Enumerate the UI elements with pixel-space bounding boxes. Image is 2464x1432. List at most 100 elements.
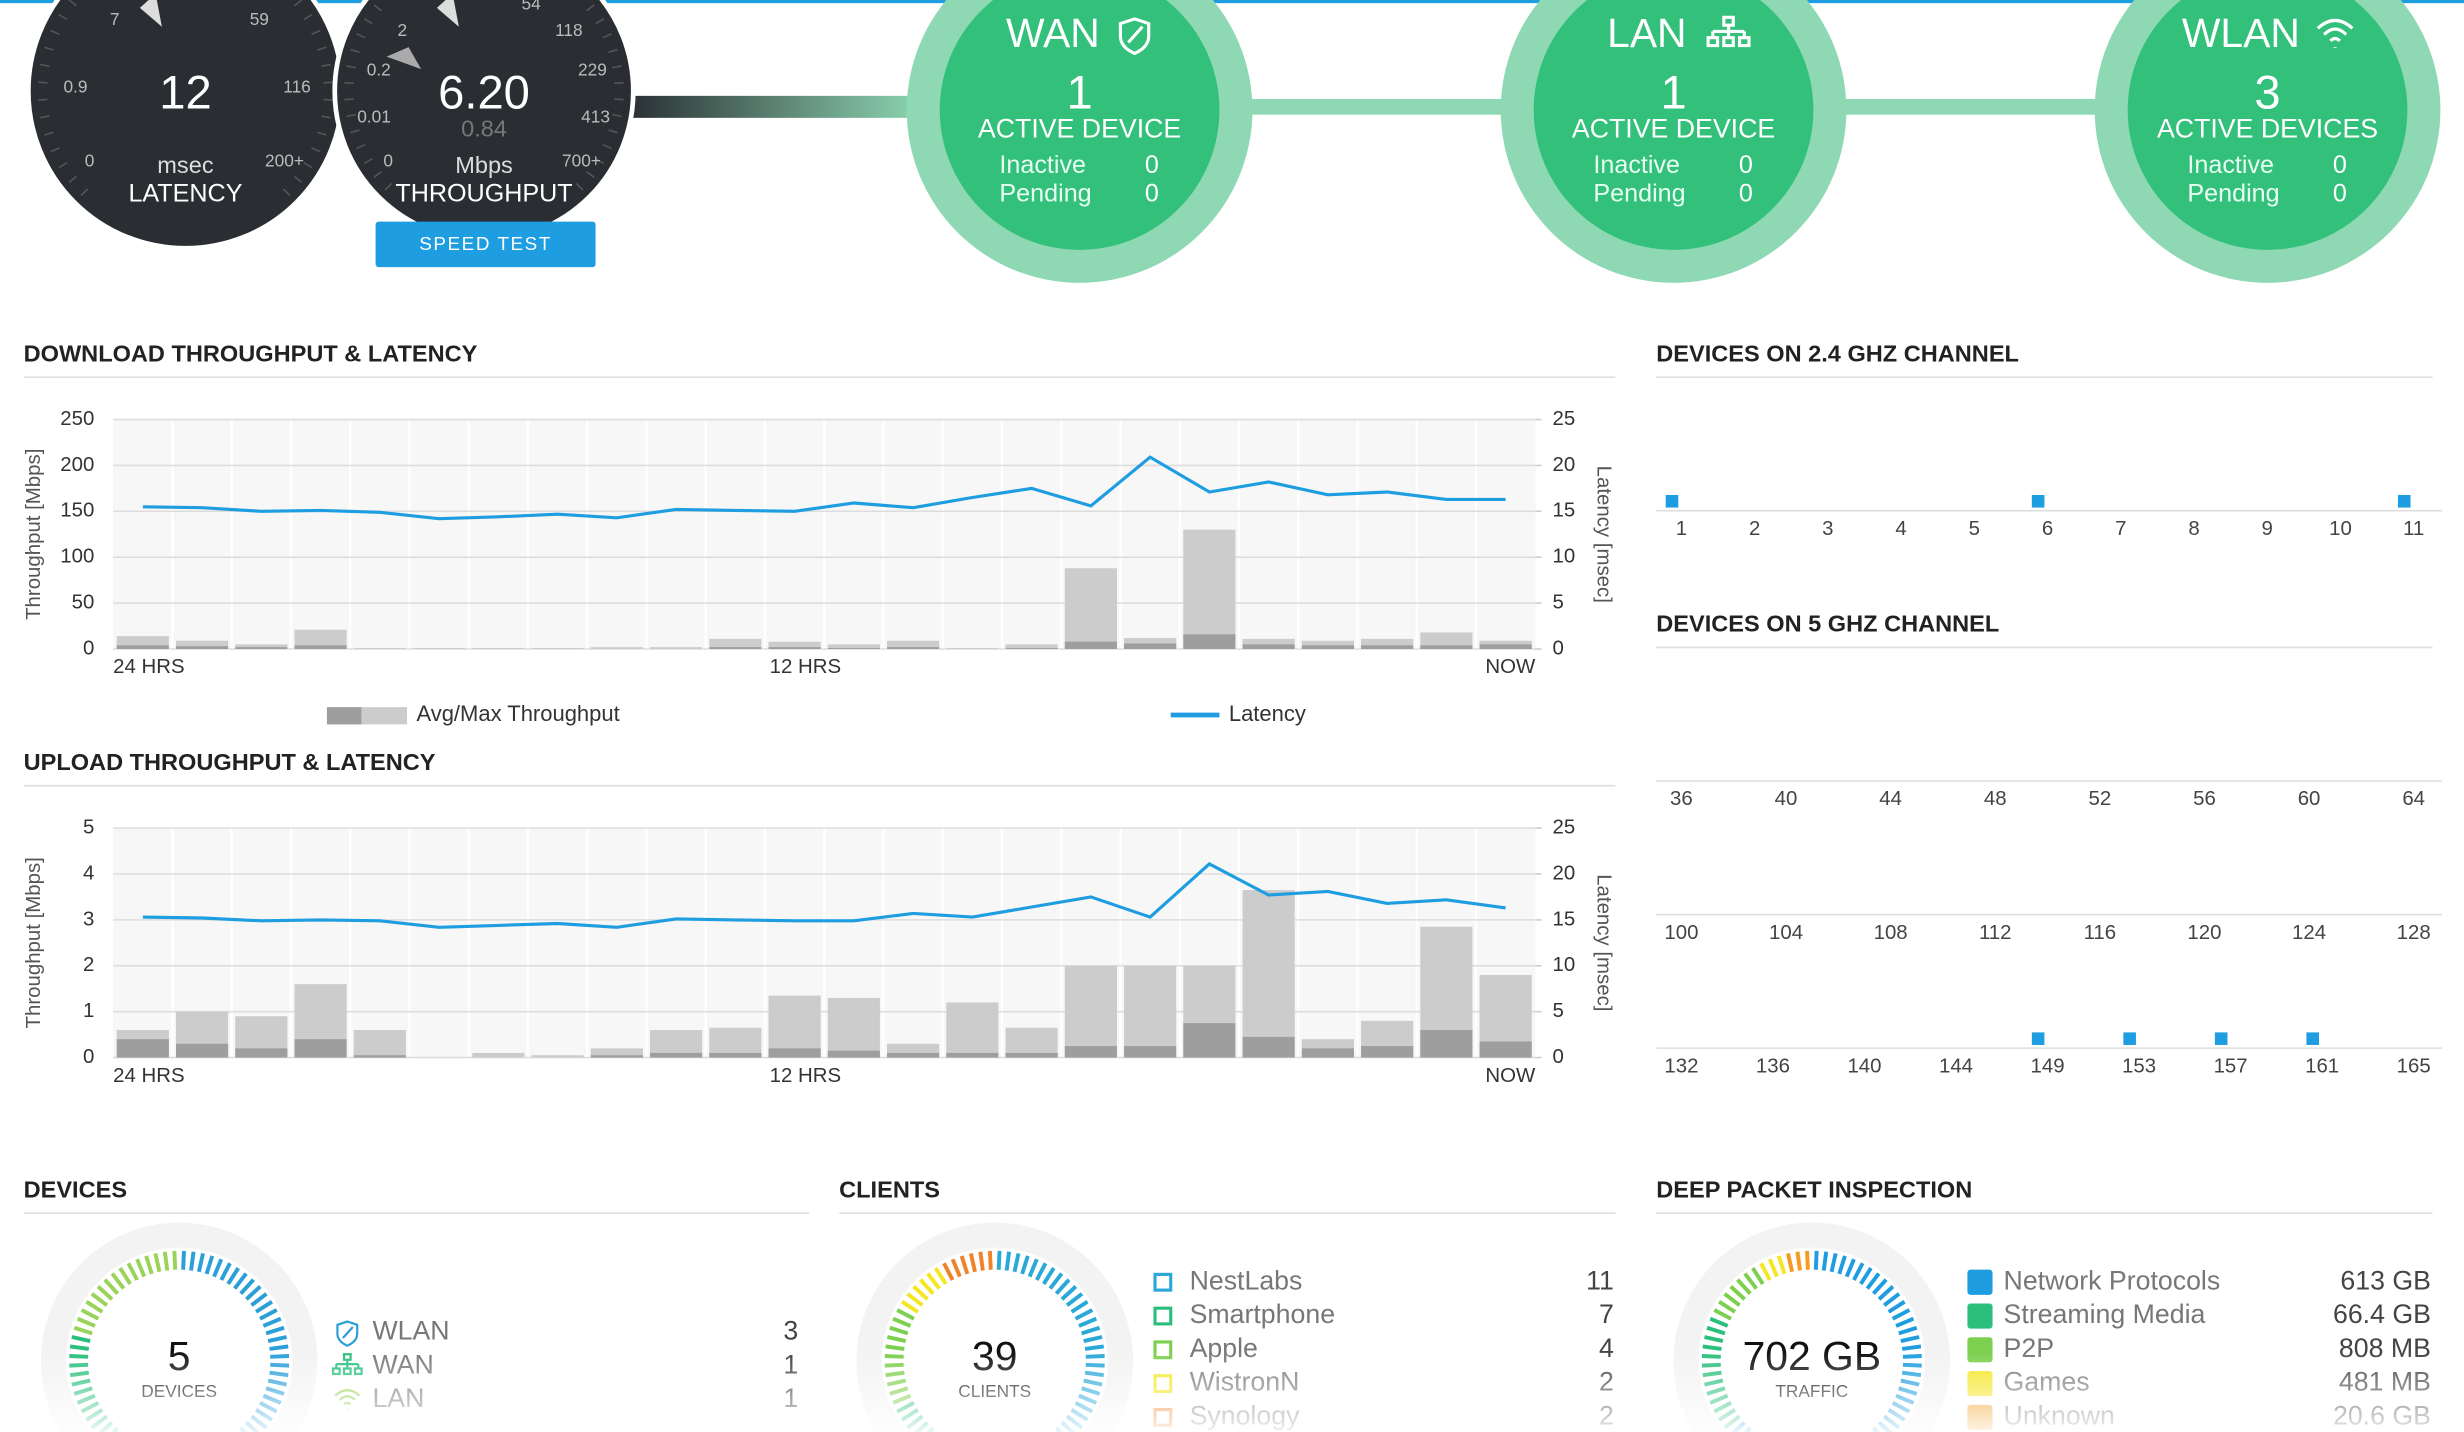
donut-tick — [181, 1250, 186, 1270]
donut-tick — [196, 1253, 205, 1273]
avg-bar — [650, 1052, 703, 1058]
status-row-label: Inactive — [1593, 151, 1680, 179]
max-bar — [1420, 632, 1473, 649]
gauge-scale-label: 229 — [578, 59, 607, 79]
avg-bar — [116, 645, 169, 649]
device-marker — [1665, 494, 1679, 508]
donut-tick — [1012, 1253, 1021, 1273]
gauge-scale-label: 413 — [581, 106, 610, 126]
donut-tick — [1035, 1262, 1048, 1281]
gauge-tick — [37, 98, 48, 101]
donut-segment — [900, 1266, 948, 1314]
donut-tick — [1084, 1344, 1105, 1351]
y2-tick-label: 20 — [1553, 454, 1576, 476]
donut-tick — [1048, 1272, 1064, 1290]
channel-label: 44 — [1879, 788, 1902, 810]
donut-tick — [1877, 1285, 1895, 1301]
avg-bar — [1420, 645, 1473, 649]
gauge-tick — [68, 175, 78, 183]
avg-bar — [1361, 1046, 1414, 1058]
donut-tick — [1795, 1251, 1802, 1271]
gauge-label: THROUGHPUT — [395, 179, 572, 207]
donut-tick — [987, 1250, 993, 1270]
max-bar — [1124, 965, 1177, 1058]
gauge-tick — [40, 115, 50, 119]
donut-tick — [959, 1255, 970, 1275]
item-value: 613 GB — [2340, 1265, 2431, 1295]
y-tick-label: 100 — [60, 546, 94, 568]
max-bar — [413, 648, 466, 649]
donut-tick — [918, 1278, 935, 1295]
avg-bar — [1301, 1048, 1354, 1058]
gauge-tick — [612, 65, 622, 69]
item-name: NestLabs — [1190, 1265, 1303, 1295]
gauge-tick — [602, 33, 612, 39]
donut-tick — [1027, 1258, 1039, 1278]
donut-tick — [900, 1300, 919, 1314]
x-tick-label: NOW — [1485, 1065, 1536, 1087]
speed-test-label[interactable]: SPEED TEST — [419, 233, 552, 254]
donut-tick — [172, 1250, 178, 1270]
connector — [1822, 98, 2106, 115]
gauge-tick — [344, 98, 354, 101]
donut-tick — [1054, 1278, 1071, 1295]
max-bar — [946, 648, 999, 649]
donut-tick — [1083, 1335, 1103, 1344]
gauge-tick — [373, 170, 382, 179]
gauge-tick — [373, 4, 382, 12]
donut-tick — [233, 1272, 248, 1290]
item-icon — [1153, 1306, 1173, 1326]
channel-label: 10 — [2329, 518, 2352, 540]
donut-tick — [269, 1344, 289, 1351]
channel-label: 11 — [2403, 518, 2424, 540]
legend-swatch — [326, 707, 362, 725]
y2-tick-label: 10 — [1553, 546, 1576, 568]
gauge-tick — [350, 129, 360, 134]
gauge-tick — [50, 29, 60, 36]
gauge-value: 12 — [159, 65, 211, 118]
avg-bar — [709, 1052, 762, 1058]
donut-tick — [1736, 1278, 1752, 1295]
donut-tick — [906, 1292, 924, 1307]
gauge-tick — [80, 188, 89, 197]
donut-tick — [1081, 1325, 1101, 1336]
donut-tick — [96, 1285, 114, 1301]
donut-tick — [245, 1285, 262, 1301]
donut-segment — [1786, 1250, 1810, 1273]
donut-tick — [1060, 1285, 1078, 1301]
status-row-value: 0 — [1145, 151, 1159, 179]
channel-label: 48 — [1984, 788, 2007, 810]
donut-tick — [950, 1258, 962, 1278]
gauge — [26, 0, 345, 251]
donut-tick — [85, 1300, 104, 1314]
donut-tick — [267, 1335, 287, 1344]
max-bar — [1301, 640, 1354, 649]
max-bar — [827, 997, 880, 1058]
donut-tick — [1776, 1255, 1787, 1275]
donut-tick — [1821, 1251, 1829, 1271]
gauge-tick — [595, 157, 605, 165]
donut-tick — [968, 1253, 977, 1273]
latency-line — [142, 862, 1506, 929]
donut-tick — [1070, 1300, 1089, 1314]
donut-tick — [1706, 1325, 1726, 1336]
device-marker — [2031, 494, 2045, 508]
avg-bar — [887, 647, 940, 649]
avg-bar — [175, 1043, 229, 1058]
y-tick-label: 150 — [60, 500, 94, 522]
max-bar — [1064, 568, 1117, 649]
channel-label: 153 — [2122, 1055, 2156, 1077]
avg-bar — [1124, 643, 1177, 649]
avg-bar — [1064, 1046, 1117, 1058]
gauge-tick — [58, 14, 68, 21]
gauge-tick — [68, 0, 78, 7]
donut-tick — [1871, 1278, 1888, 1295]
max-bar — [1183, 529, 1236, 649]
gauge-tick — [608, 48, 618, 54]
donut-tick — [1759, 1262, 1772, 1281]
speed-test-button[interactable] — [375, 221, 596, 268]
item-swatch — [1967, 1269, 1993, 1295]
avg-bar — [1183, 634, 1236, 649]
gauge-tick — [356, 33, 366, 39]
